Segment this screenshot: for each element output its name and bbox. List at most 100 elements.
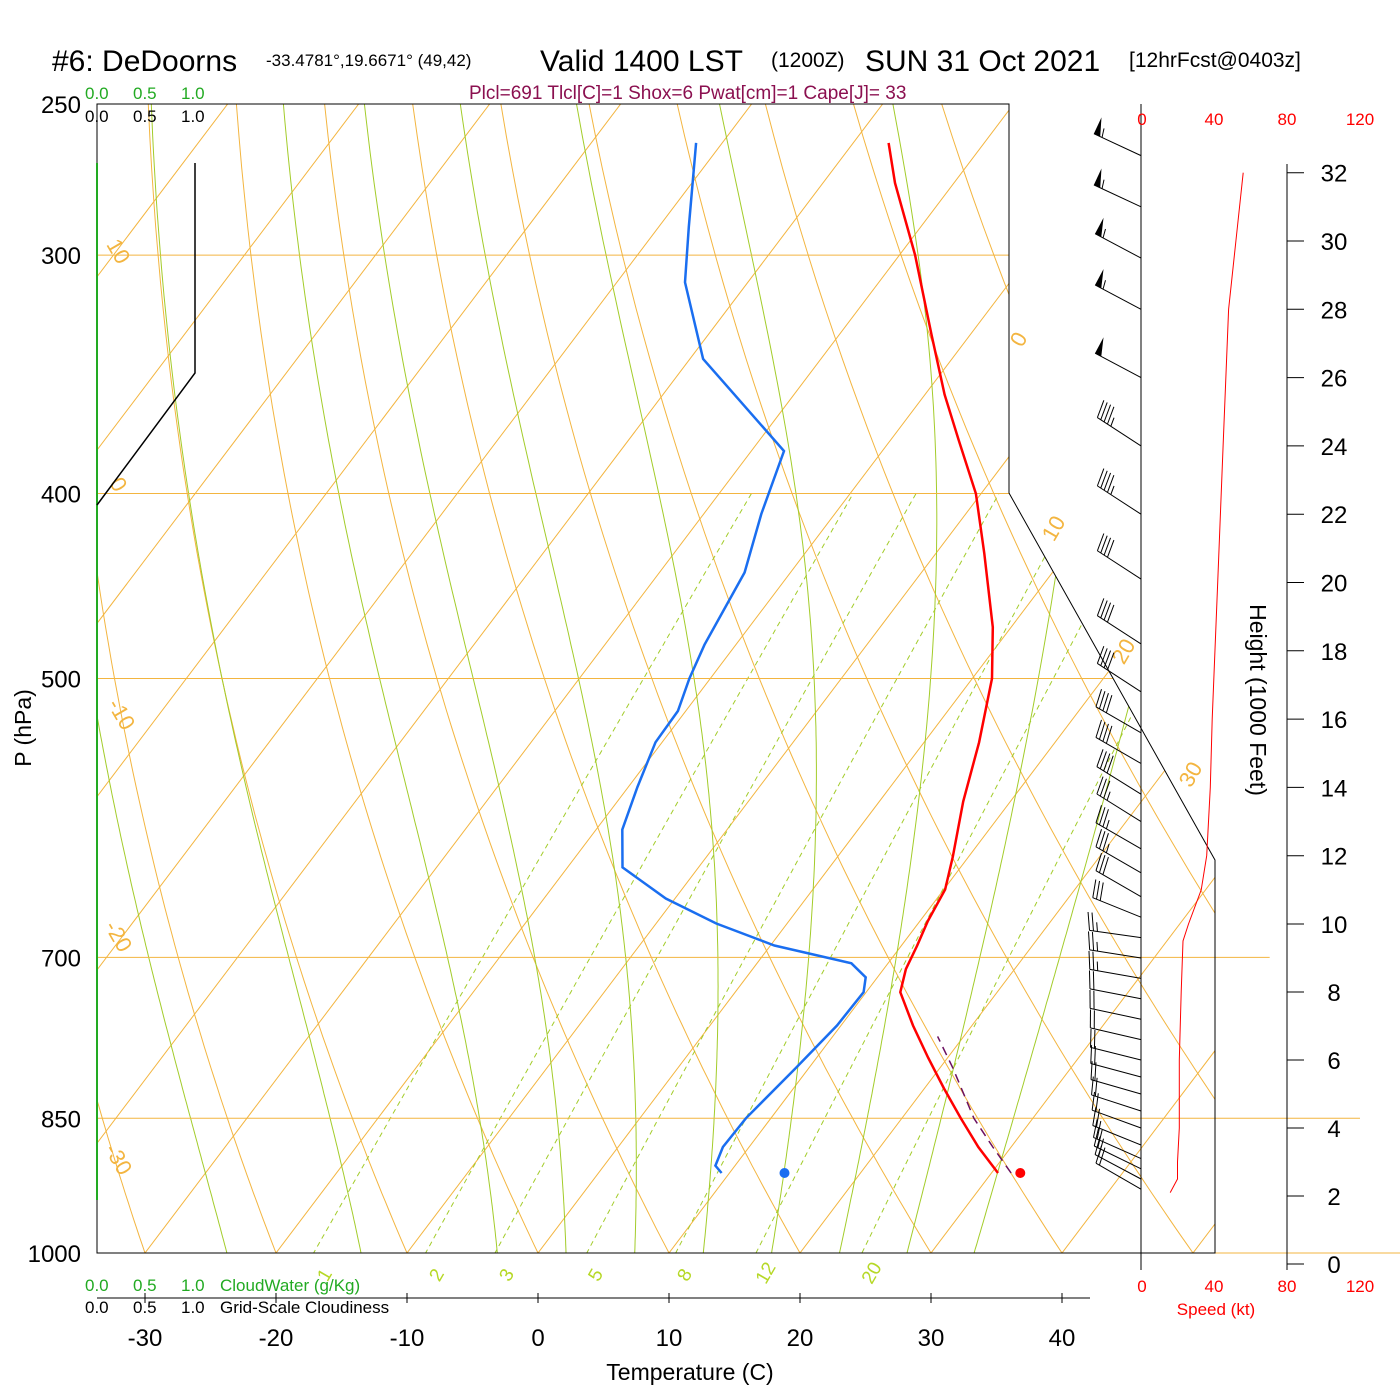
pressure-tick-label: 500	[41, 667, 81, 694]
plot-border	[96, 103, 1216, 1254]
dry-adiabat	[1367, 70, 1400, 1301]
isotherm	[870, 104, 1215, 1253]
x-tick-label: 40	[1049, 1325, 1076, 1352]
wind-barb	[1093, 168, 1142, 208]
barb-flag	[1103, 780, 1111, 799]
barb-pennant	[1095, 337, 1104, 357]
height-tick-label: 22	[1321, 502, 1348, 529]
height-tick-label: 14	[1321, 775, 1348, 802]
speed-tick-bottom: 80	[1278, 1277, 1297, 1296]
barb-staff	[1090, 1007, 1142, 1020]
cloud-water-tick: 0.5	[133, 1276, 157, 1295]
barb-flag	[1100, 648, 1108, 666]
barb-flag	[1106, 755, 1114, 774]
wind-barb	[1090, 1028, 1142, 1061]
isotherm-label: 10	[1037, 511, 1071, 545]
barb-flag	[1099, 751, 1107, 769]
barb-staff	[1089, 949, 1142, 959]
wind-barb	[1094, 217, 1142, 259]
height-tick-label: 10	[1321, 912, 1348, 939]
barb-staff	[1094, 352, 1142, 379]
wind-barb	[1094, 337, 1142, 379]
pressure-tick-label: 400	[41, 482, 81, 509]
barb-staff	[1095, 822, 1142, 850]
isotherm-label: 30	[1174, 757, 1208, 791]
barb-flag	[1091, 1076, 1094, 1095]
isotherm	[97, 104, 761, 1253]
barb-flag	[1103, 537, 1112, 556]
wind-barb	[1088, 950, 1142, 979]
barb-flag	[1093, 1119, 1098, 1138]
barb-flag	[1092, 879, 1097, 898]
barb-flag	[1096, 598, 1105, 616]
barb-pennant	[1095, 268, 1104, 289]
isotherm	[97, 104, 1023, 1253]
mixing-ratio-line	[837, 493, 1215, 1253]
wind-barb	[1095, 829, 1142, 874]
barb-flag	[1096, 646, 1105, 664]
barb-flag	[1088, 931, 1091, 950]
moist-adiabat	[149, 104, 371, 1253]
dewpoint-trace	[621, 142, 868, 1174]
cloudiness-tick: 0.0	[85, 1298, 109, 1317]
x-tick-label: -30	[128, 1325, 163, 1352]
barb-half-flag	[1101, 128, 1105, 138]
dry-adiabat	[495, 104, 962, 1253]
barb-staff	[1093, 1136, 1142, 1160]
wind-barb	[1095, 689, 1142, 734]
barb-staff	[1094, 1154, 1142, 1180]
barb-staff	[1090, 1063, 1142, 1078]
cloudiness-tick: 1.0	[181, 1298, 205, 1317]
moist-adiabat	[280, 104, 502, 1253]
barb-staff	[1097, 615, 1142, 645]
barb-flag	[1100, 535, 1108, 554]
barb-staff	[1095, 870, 1142, 898]
wind-barb	[1096, 776, 1142, 822]
barb-pennant	[1093, 168, 1102, 188]
barb-pennant	[1095, 217, 1104, 237]
height-tick-label: 12	[1321, 844, 1348, 871]
barb-staff	[1094, 233, 1142, 259]
speed-tick-top: 80	[1278, 110, 1297, 129]
barb-flag	[1096, 1120, 1102, 1140]
barb-flag	[1095, 829, 1102, 847]
barb-flag	[1091, 1091, 1096, 1111]
barb-flag	[1092, 1107, 1097, 1126]
mixing-ratio-label: 20	[858, 1259, 887, 1288]
wind-barb	[1092, 1107, 1142, 1146]
height-tick-label: 18	[1321, 639, 1348, 666]
isotherm	[97, 104, 237, 1253]
barb-flag	[1098, 721, 1106, 740]
barb-staff	[1095, 706, 1142, 734]
valid-date: SUN 31 Oct 2021	[865, 45, 1100, 78]
barb-flag	[1091, 932, 1095, 951]
isotherm	[97, 104, 1154, 1253]
barb-staff	[1089, 929, 1142, 939]
forecast-run: [12hrFcst@0403z]	[1129, 49, 1301, 72]
valid-time: Valid 1400 LST	[540, 45, 743, 78]
barb-flag	[1099, 778, 1107, 797]
pressure-tick-label: 850	[41, 1106, 81, 1133]
mixing-ratio-label: 3	[495, 1265, 518, 1285]
height-tick-label: 16	[1321, 707, 1348, 734]
height-tick-label: 28	[1321, 297, 1348, 324]
barb-staff	[1089, 988, 1142, 1000]
barb-pennant	[1093, 117, 1102, 137]
x-tick-label: -20	[259, 1325, 294, 1352]
isotherm-label: -20	[100, 916, 138, 956]
dry-adiabat	[407, 104, 829, 1253]
isotherm	[97, 104, 892, 1253]
barb-flag	[1106, 604, 1115, 623]
height-tick-label: 4	[1327, 1116, 1340, 1143]
speed-tick-bottom: 40	[1205, 1277, 1224, 1296]
barb-flag	[1102, 809, 1109, 828]
barb-flag	[1095, 805, 1102, 824]
cloudiness-tick: 0.0	[85, 107, 109, 126]
barb-flag	[1096, 1108, 1101, 1128]
pressure-tick-label: 300	[41, 243, 81, 270]
barb-staff	[1090, 1046, 1142, 1061]
wind-barb	[1092, 879, 1142, 918]
height-tick-label: 24	[1321, 434, 1348, 461]
x-tick-label: -10	[390, 1325, 425, 1352]
barb-flag	[1094, 1046, 1096, 1065]
